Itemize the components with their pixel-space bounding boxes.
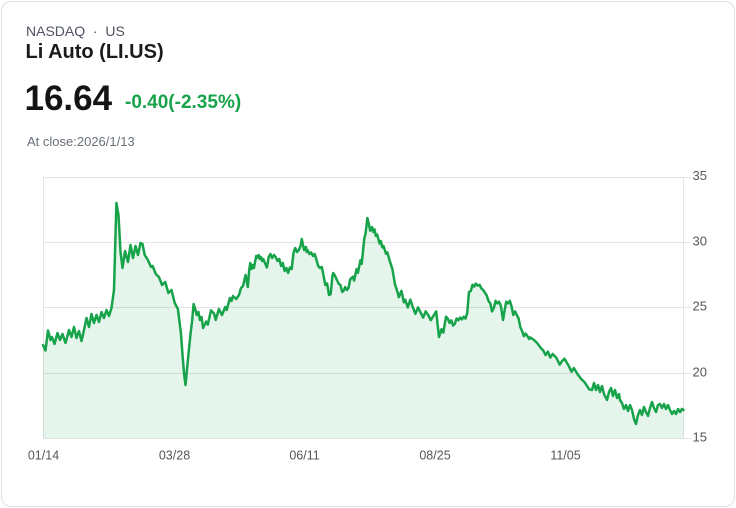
svg-text:03/28: 03/28 — [159, 448, 190, 462]
svg-text:20: 20 — [693, 365, 707, 380]
svg-text:01/14: 01/14 — [28, 448, 59, 462]
svg-text:11/05: 11/05 — [550, 448, 580, 462]
svg-text:15: 15 — [693, 430, 707, 445]
svg-text:30: 30 — [693, 234, 707, 249]
svg-text:35: 35 — [693, 168, 707, 183]
svg-text:08/25: 08/25 — [419, 448, 450, 462]
svg-text:25: 25 — [693, 299, 707, 314]
svg-text:06/11: 06/11 — [289, 448, 319, 462]
